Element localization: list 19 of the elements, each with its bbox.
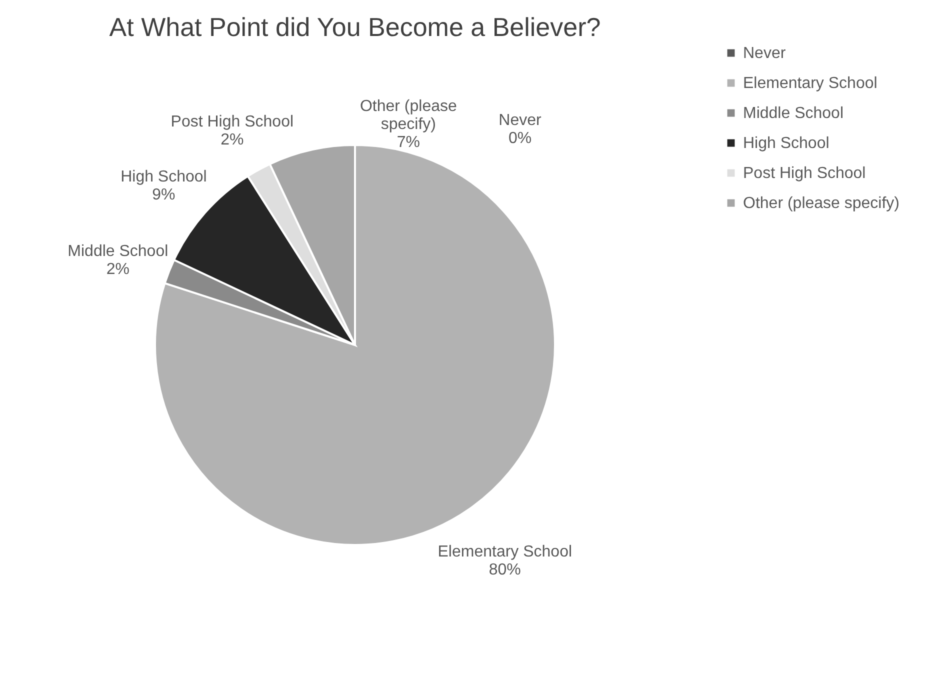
slice-label: Other (please specify) (360, 98, 458, 133)
legend-label: Elementary School (743, 75, 878, 92)
slice-label: Post High School (170, 114, 294, 131)
data-label: 9% (152, 186, 176, 204)
legend-label: High School (743, 135, 830, 152)
text: 0% (508, 130, 532, 147)
category-label: Never (498, 112, 542, 129)
data-label: 7% (396, 134, 420, 151)
legend-label: Other (please specify) (743, 195, 900, 212)
legend-label: Post High School (743, 165, 866, 182)
legend-label: Never (743, 45, 786, 62)
legend-label: Middle School (743, 105, 844, 122)
slice-label: Elementary School (438, 543, 572, 560)
data-label: 2% (106, 261, 130, 278)
chart-title: At What Point did You Become a Believer? (109, 12, 601, 42)
slice-label: Middle School (68, 243, 168, 260)
data-label: 80% (488, 561, 521, 578)
slice-label: High School (120, 168, 207, 186)
data-label: 2% (220, 132, 244, 149)
